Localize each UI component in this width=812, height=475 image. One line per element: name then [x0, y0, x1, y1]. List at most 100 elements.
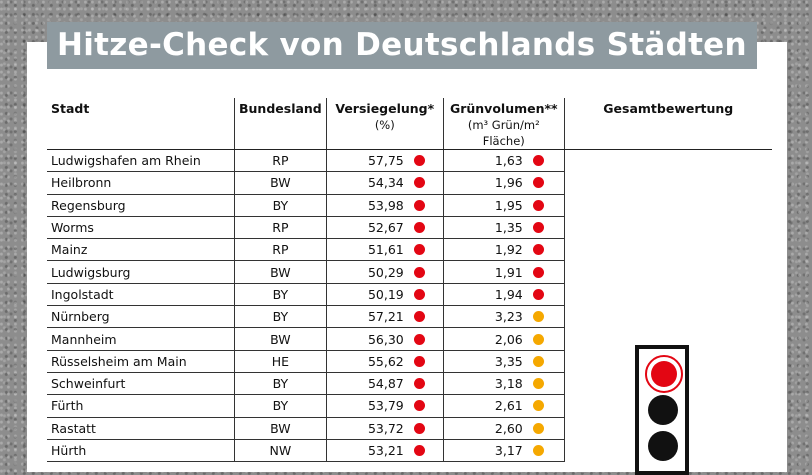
cell-gruenvolumen: 1,91	[442, 260, 565, 284]
cell-gruenvolumen: 2,06	[442, 327, 565, 351]
gruenvolumen-value: 3,23	[494, 309, 523, 325]
versiegelung-rating-dot-icon	[413, 199, 425, 211]
versiegelung-rating-dot-icon	[413, 222, 425, 234]
versiegelung-value: 50,29	[367, 264, 404, 280]
versiegelung-rating-dot-icon	[413, 378, 425, 390]
versiegelung-value: 57,21	[367, 309, 404, 325]
cell-stadt: Nürnberg	[47, 305, 235, 329]
gruenvolumen-rating-dot-icon	[532, 422, 544, 434]
cell-versiegelung: 56,30	[325, 327, 444, 351]
traffic-light-red-lamp	[645, 355, 683, 393]
cell-gruenvolumen: 1,95	[442, 194, 565, 217]
cell-gesamtbewertung	[563, 283, 772, 306]
gruenvolumen-value: 3,17	[494, 443, 523, 458]
cell-bundesland: RP	[234, 238, 327, 262]
cell-versiegelung: 52,67	[325, 216, 444, 240]
cell-stadt: Mannheim	[47, 327, 235, 351]
header-gruenvolumen-label: Grünvolumen**	[449, 101, 558, 116]
cell-stadt: Ingolstadt	[47, 283, 235, 307]
cell-bundesland: NW	[234, 439, 327, 463]
cell-gesamtbewertung	[563, 194, 772, 217]
city-heat-table: Stadt Bundesland Versiegelung* (%) Grünv…	[47, 98, 772, 463]
cell-gruenvolumen: 3,17	[442, 439, 565, 463]
header-versiegelung: Versiegelung* (%)	[325, 98, 444, 150]
cell-bundesland: BW	[234, 171, 327, 195]
cell-gruenvolumen: 1,92	[442, 238, 565, 262]
versiegelung-value: 53,98	[367, 197, 404, 213]
table-row: Ingolstadt BY 50,19 1,94	[47, 283, 772, 307]
gruenvolumen-rating-dot-icon	[532, 199, 544, 211]
header-versiegelung-label: Versiegelung*	[335, 101, 435, 116]
versiegelung-rating-dot-icon	[413, 422, 425, 434]
cell-bundesland: BY	[234, 372, 327, 396]
cell-stadt: Hürth	[47, 439, 235, 463]
cell-bundesland: BY	[234, 394, 327, 418]
gruenvolumen-value: 2,61	[494, 398, 523, 414]
gruenvolumen-rating-dot-icon	[532, 378, 544, 390]
cell-gesamtbewertung	[563, 327, 772, 351]
gruenvolumen-rating-dot-icon	[532, 155, 544, 167]
cell-gruenvolumen: 1,96	[442, 171, 565, 195]
gruenvolumen-value: 1,92	[494, 242, 523, 258]
traffic-light-green-lamp	[648, 431, 678, 461]
gruenvolumen-rating-dot-icon	[532, 445, 544, 456]
gruenvolumen-value: 2,60	[494, 420, 523, 436]
gruenvolumen-value: 1,63	[494, 153, 523, 169]
cell-gruenvolumen: 1,35	[442, 216, 565, 240]
gruenvolumen-value: 3,35	[494, 353, 523, 369]
versiegelung-value: 56,30	[367, 331, 404, 347]
versiegelung-value: 57,75	[367, 153, 404, 169]
cell-versiegelung: 53,72	[325, 417, 444, 440]
table-row: Mainz RP 51,61 1,92	[47, 238, 772, 262]
header-gruenvolumen: Grünvolumen** (m³ Grün/m² Fläche)	[442, 98, 565, 150]
table-row: Rastatt BW 53,72 2,60	[47, 417, 772, 440]
versiegelung-rating-dot-icon	[413, 266, 425, 278]
cell-stadt: Mainz	[47, 238, 235, 262]
cell-gruenvolumen: 1,63	[442, 149, 565, 173]
cell-stadt: Regensburg	[47, 194, 235, 217]
cell-stadt: Rastatt	[47, 417, 235, 440]
cell-gruenvolumen: 3,23	[442, 305, 565, 329]
cell-gesamtbewertung	[563, 305, 772, 328]
versiegelung-rating-dot-icon	[413, 355, 425, 367]
cell-gruenvolumen: 3,18	[442, 372, 565, 396]
cell-bundesland: BY	[234, 305, 327, 329]
cell-versiegelung: 53,98	[325, 194, 444, 217]
versiegelung-value: 54,87	[367, 376, 404, 392]
cell-bundesland: RP	[234, 149, 327, 173]
versiegelung-value: 54,34	[367, 175, 404, 191]
traffic-light-icon	[635, 345, 689, 475]
gruenvolumen-rating-dot-icon	[532, 222, 544, 234]
cell-versiegelung: 57,75	[325, 149, 444, 173]
cell-versiegelung: 54,34	[325, 171, 444, 195]
cell-bundesland: BY	[234, 283, 327, 307]
gruenvolumen-value: 3,18	[494, 376, 523, 392]
cell-versiegelung: 50,19	[325, 283, 444, 307]
versiegelung-value: 55,62	[367, 353, 404, 369]
gruenvolumen-value: 1,91	[494, 264, 523, 280]
traffic-light-red-fill	[651, 361, 677, 387]
cell-stadt: Fürth	[47, 394, 235, 418]
table-row: Heilbronn BW 54,34 1,96	[47, 171, 772, 195]
versiegelung-rating-dot-icon	[413, 288, 425, 300]
versiegelung-rating-dot-icon	[413, 400, 425, 412]
gruenvolumen-rating-dot-icon	[532, 311, 544, 323]
cell-versiegelung: 53,79	[325, 394, 444, 418]
cell-gesamtbewertung	[563, 260, 772, 284]
versiegelung-value: 53,21	[367, 443, 404, 458]
cell-gruenvolumen: 2,61	[442, 394, 565, 418]
table-body: Ludwigshafen am Rhein RP 57,75 1,63 Heilbron…	[47, 149, 772, 463]
gruenvolumen-rating-dot-icon	[532, 333, 544, 345]
cell-versiegelung: 54,87	[325, 372, 444, 396]
cell-versiegelung: 51,61	[325, 238, 444, 262]
gruenvolumen-value: 1,95	[494, 197, 523, 213]
table-row: Fürth BY 53,79 2,61	[47, 394, 772, 418]
versiegelung-rating-dot-icon	[413, 155, 425, 167]
gruenvolumen-value: 1,35	[494, 220, 523, 236]
cell-gesamtbewertung	[563, 238, 772, 261]
gruenvolumen-rating-dot-icon	[532, 177, 544, 189]
gruenvolumen-rating-dot-icon	[532, 400, 544, 412]
cell-versiegelung: 57,21	[325, 305, 444, 329]
gruenvolumen-rating-dot-icon	[532, 355, 544, 367]
cell-stadt: Rüsselsheim am Main	[47, 350, 235, 373]
